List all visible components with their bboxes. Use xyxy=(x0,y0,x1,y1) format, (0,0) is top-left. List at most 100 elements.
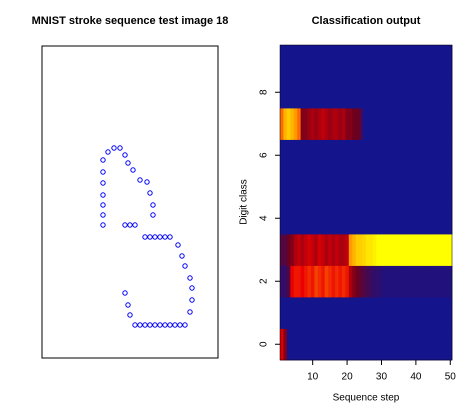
heat-cell xyxy=(438,265,443,298)
heat-cell xyxy=(414,297,418,329)
heat-cell xyxy=(362,171,367,203)
heat-cell xyxy=(328,171,332,203)
heat-cell xyxy=(280,328,284,361)
heat-cell xyxy=(321,297,326,329)
heat-cell xyxy=(304,171,308,203)
stroke-point xyxy=(189,285,195,291)
heat-cell xyxy=(341,76,346,109)
heat-cell xyxy=(335,76,339,109)
heat-cell xyxy=(396,139,401,172)
heat-cell xyxy=(445,108,449,140)
heat-cell xyxy=(424,265,429,298)
heat-cell xyxy=(441,139,446,172)
stroke-point xyxy=(122,222,128,228)
stroke-point xyxy=(100,157,106,163)
heat-cell xyxy=(427,108,432,140)
heat-cell xyxy=(403,45,408,77)
heat-cell xyxy=(286,139,291,172)
heat-cell xyxy=(307,234,312,266)
heat-cell xyxy=(331,265,336,298)
heat-cell xyxy=(403,171,408,203)
heat-cell xyxy=(407,265,412,298)
stroke-point xyxy=(100,202,106,208)
heat-cell xyxy=(304,45,308,77)
heat-cell xyxy=(431,328,436,361)
heat-cell xyxy=(393,76,398,109)
heat-cell xyxy=(379,328,384,361)
heat-cell xyxy=(407,328,412,361)
heat-cell xyxy=(362,108,367,140)
heat-cell xyxy=(369,76,374,109)
stroke-point xyxy=(150,212,156,218)
heat-cell xyxy=(310,202,315,235)
heat-cell xyxy=(407,202,412,235)
heat-cell xyxy=(338,328,343,361)
heat-cell xyxy=(372,76,377,109)
heat-cell xyxy=(438,76,443,109)
heat-cell xyxy=(324,202,329,235)
heat-cell xyxy=(414,45,418,77)
heat-cell xyxy=(431,171,436,203)
heat-cell xyxy=(352,265,357,298)
heat-cell xyxy=(424,108,429,140)
heat-cell xyxy=(286,171,291,203)
heat-cell xyxy=(359,108,363,140)
heat-cell xyxy=(448,76,453,109)
heat-cell xyxy=(421,297,425,329)
heat-cell xyxy=(386,202,391,235)
heat-cell xyxy=(431,202,436,235)
heat-cell xyxy=(283,234,288,266)
heat-cell xyxy=(414,328,418,361)
heat-cell xyxy=(400,171,405,203)
heat-cell xyxy=(359,76,363,109)
heat-cell xyxy=(300,171,305,203)
heat-cell xyxy=(310,139,315,172)
heat-cell xyxy=(300,202,305,235)
heat-cell xyxy=(317,234,322,266)
heat-cell xyxy=(369,171,374,203)
heat-cell xyxy=(427,265,432,298)
heat-cell xyxy=(403,234,408,266)
heat-cell xyxy=(390,139,394,172)
heat-cell xyxy=(441,202,446,235)
heat-cell xyxy=(372,139,377,172)
heat-cell xyxy=(366,234,370,266)
heat-cell xyxy=(410,234,415,266)
heat-cell xyxy=(438,108,443,140)
heat-cell xyxy=(438,328,443,361)
stroke-point xyxy=(111,145,117,151)
heat-cell xyxy=(441,328,446,361)
heat-cell xyxy=(438,139,443,172)
stroke-point xyxy=(125,160,131,166)
heat-cell xyxy=(417,234,422,266)
heat-cell xyxy=(341,108,346,140)
heat-cell xyxy=(441,45,446,77)
heat-cell xyxy=(448,45,453,77)
heat-cell xyxy=(297,265,302,298)
heat-cell xyxy=(407,171,412,203)
heat-cell xyxy=(414,265,418,298)
heat-cell xyxy=(396,45,401,77)
heat-cell xyxy=(335,328,339,361)
heat-cell xyxy=(290,108,295,140)
heat-cell xyxy=(359,139,363,172)
heat-cell xyxy=(314,328,319,361)
stroke-point xyxy=(100,212,106,218)
heat-cell xyxy=(345,45,350,77)
heat-cell xyxy=(400,45,405,77)
heat-cell xyxy=(421,202,425,235)
heat-cell xyxy=(352,171,357,203)
heat-cell xyxy=(321,45,326,77)
heat-cell xyxy=(372,297,377,329)
heat-cell xyxy=(345,76,350,109)
heat-cell xyxy=(369,139,374,172)
heat-cell xyxy=(352,202,357,235)
heat-cell xyxy=(328,139,332,172)
heat-cell xyxy=(421,328,425,361)
heat-cell xyxy=(317,45,322,77)
heat-cell xyxy=(280,297,284,329)
stroke-point xyxy=(132,222,138,228)
heat-cell xyxy=(286,108,291,140)
stroke-point xyxy=(100,192,106,198)
heat-cell xyxy=(396,76,401,109)
